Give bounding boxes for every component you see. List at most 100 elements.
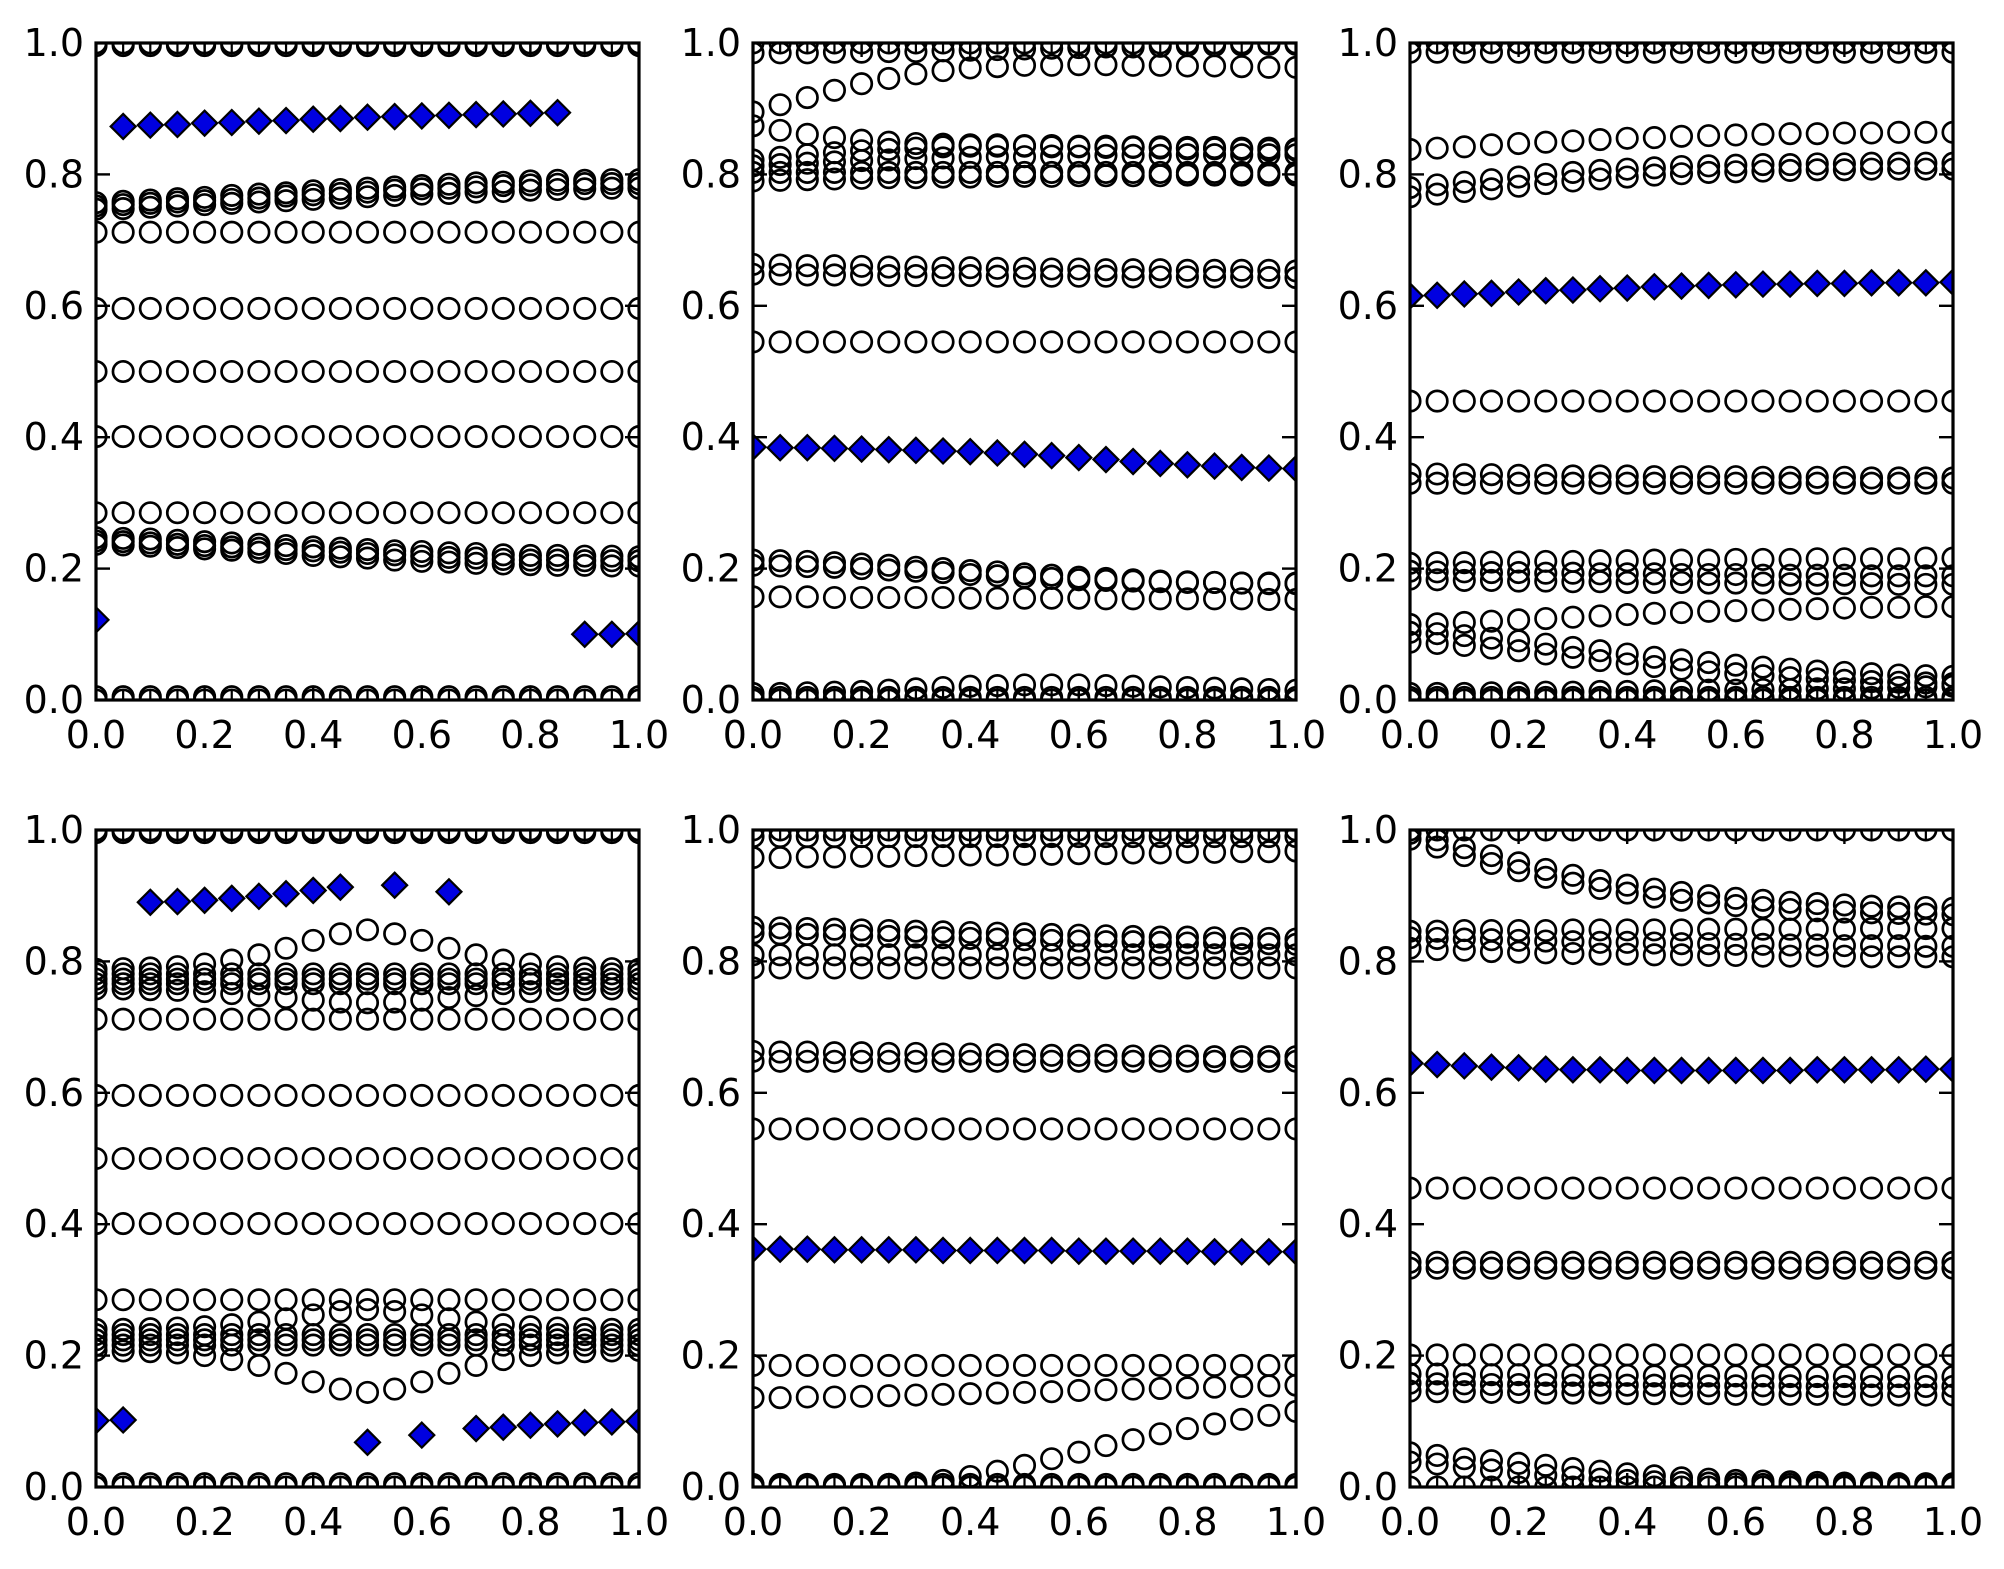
x-tick-label: 0.0 (1380, 713, 1440, 757)
circle-marker (1425, 1380, 1449, 1404)
circle-marker (1887, 1383, 1911, 1407)
circle-marker (1914, 1365, 1938, 1389)
circle-marker (1941, 1374, 1953, 1399)
circle-marker (768, 262, 792, 286)
circle-marker (1805, 43, 1829, 64)
circle-marker (600, 554, 624, 578)
circle-marker (1697, 389, 1721, 413)
circle-marker (1860, 830, 1884, 842)
circle-marker (1941, 546, 1953, 570)
circle-marker (1561, 645, 1585, 669)
circle-marker (193, 1211, 217, 1236)
circle-marker (1778, 152, 1802, 177)
circle-marker (1561, 1457, 1585, 1481)
plus-marker (1124, 43, 1143, 52)
circle-marker (1175, 830, 1199, 849)
circle-marker (1805, 1176, 1829, 1200)
circle-marker (1561, 160, 1585, 184)
circle-marker (1094, 956, 1118, 980)
plus-marker (1124, 691, 1143, 700)
circle-marker (328, 43, 352, 58)
circle-marker (546, 43, 570, 55)
circle-marker (1507, 389, 1531, 413)
plus-marker (879, 1478, 898, 1487)
diamond-marker (597, 1407, 626, 1437)
circle-marker (795, 956, 819, 980)
circle-marker (111, 1007, 135, 1031)
circle-marker (600, 1083, 624, 1107)
circle-marker (437, 1146, 461, 1171)
circle-marker (1941, 151, 1953, 175)
circle-marker (1642, 645, 1666, 669)
plus-marker (1672, 1478, 1691, 1487)
circle-marker (1148, 675, 1172, 699)
circle-marker (1040, 1447, 1064, 1471)
circle-marker (464, 1353, 488, 1378)
circle-marker (1425, 835, 1449, 859)
circle-marker (1832, 1256, 1856, 1280)
circle-marker (1479, 1380, 1503, 1404)
plus-marker (1536, 691, 1555, 700)
circle-marker (904, 1041, 928, 1065)
diamond-marker (1585, 274, 1615, 303)
circle-marker (464, 1288, 488, 1312)
circle-marker (1534, 941, 1558, 965)
plus-marker (1808, 43, 1827, 52)
circle-marker (1121, 43, 1145, 59)
diamond-marker (847, 1235, 876, 1264)
circle-marker (1588, 570, 1612, 594)
circle-marker (822, 43, 846, 64)
circle-marker (165, 220, 189, 244)
circle-marker (165, 1316, 189, 1340)
circle-marker (931, 585, 955, 610)
circle-marker (437, 972, 461, 996)
diamond-marker (793, 433, 822, 462)
subplot-top-left: 0.0 0.2 0.4 0.6 0.8 1.00.00.20.40.60.81.0 (24, 21, 670, 757)
circle-marker (1588, 43, 1612, 55)
circle-marker (491, 972, 515, 996)
x-tick-label: 0.0 (66, 1500, 126, 1544)
circle-marker (1941, 1250, 1953, 1274)
diamond-marker (928, 1236, 958, 1265)
circle-marker (1941, 664, 1953, 688)
circle-marker (1257, 55, 1281, 79)
circle-marker (1479, 626, 1503, 650)
circle-marker (1887, 1250, 1911, 1274)
circle-marker (328, 1288, 352, 1312)
circle-marker (573, 1475, 597, 1487)
circle-marker (1479, 928, 1503, 952)
circle-marker (1012, 830, 1037, 842)
circle-marker (1697, 678, 1721, 700)
circle-marker (753, 1353, 765, 1378)
y-tick-label: 0.2 (24, 547, 84, 591)
circle-marker (1751, 1382, 1775, 1406)
circle-marker (1642, 43, 1666, 64)
y-tick-label: 0.6 (681, 284, 741, 328)
circle-marker (877, 264, 901, 288)
circle-marker (1832, 1250, 1856, 1274)
plus-marker (825, 1478, 844, 1487)
plus-marker (1259, 830, 1278, 839)
circle-marker (1697, 465, 1721, 489)
circle-marker (985, 264, 1009, 288)
plus-marker (1232, 830, 1251, 839)
circle-marker (1507, 560, 1531, 585)
circle-marker (1230, 258, 1254, 282)
plus-marker (141, 691, 160, 700)
circle-marker (464, 984, 488, 1008)
plus-marker (548, 43, 567, 52)
circle-marker (328, 1083, 352, 1107)
circle-marker (795, 943, 819, 967)
circle-marker (328, 922, 352, 946)
diamond-marker (1613, 1056, 1642, 1085)
circle-marker (1588, 930, 1612, 954)
circle-marker (1860, 1374, 1884, 1399)
circle-marker (138, 1211, 162, 1236)
plus-marker (602, 691, 621, 700)
subplot-top-right: 0.0 0.2 0.4 0.6 0.8 1.00.00.20.40.60.81.0 (1338, 21, 1984, 757)
circle-marker (138, 43, 162, 58)
circle-marker (1669, 1176, 1694, 1200)
circle-marker (138, 830, 162, 842)
circle-marker (600, 501, 624, 525)
diamond-marker (543, 98, 572, 127)
